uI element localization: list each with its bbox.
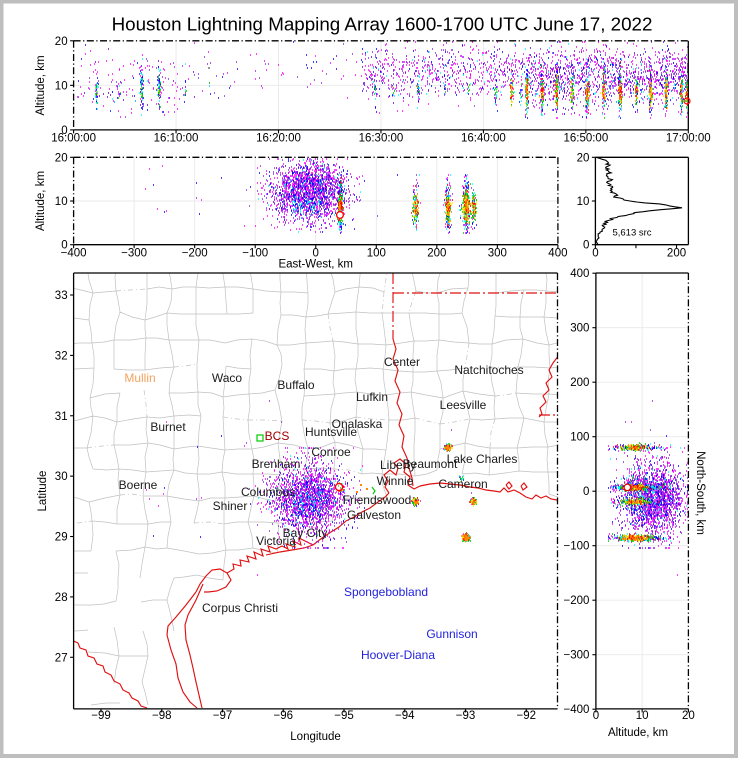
svg-text:East-West, km: East-West, km	[278, 259, 353, 271]
svg-text:16:00:00: 16:00:00	[51, 133, 96, 145]
svg-text:30: 30	[55, 471, 68, 483]
svg-text:Longitude: Longitude	[290, 731, 341, 743]
svg-text:33: 33	[55, 290, 68, 302]
svg-text:Friendswood: Friendswood	[343, 493, 412, 507]
svg-text:Altitude, km: Altitude, km	[35, 171, 47, 231]
svg-text:0: 0	[583, 486, 589, 498]
svg-text:−99: −99	[91, 710, 111, 722]
svg-text:Burnet: Burnet	[150, 420, 186, 434]
svg-text:Huntsville: Huntsville	[305, 425, 357, 439]
svg-text:16:10:00: 16:10:00	[154, 133, 199, 145]
svg-text:−300: −300	[563, 650, 589, 662]
svg-text:20: 20	[682, 710, 695, 722]
svg-text:−400: −400	[61, 248, 87, 260]
svg-text:0: 0	[592, 248, 598, 260]
svg-text:16:30:00: 16:30:00	[359, 133, 404, 145]
svg-text:−97: −97	[213, 710, 233, 722]
svg-text:−400: −400	[563, 704, 589, 716]
svg-text:Lufkin: Lufkin	[356, 390, 388, 404]
svg-text:Beaumont: Beaumont	[403, 457, 458, 471]
svg-text:0: 0	[61, 240, 67, 252]
svg-text:−92: −92	[516, 710, 536, 722]
svg-text:10: 10	[577, 196, 590, 208]
svg-text:16:50:00: 16:50:00	[563, 133, 608, 145]
svg-text:200: 200	[667, 248, 686, 260]
svg-text:Spongebobland: Spongebobland	[344, 585, 428, 599]
svg-text:28: 28	[55, 592, 68, 604]
svg-text:Altitude, km: Altitude, km	[35, 55, 47, 115]
svg-text:−200: −200	[563, 595, 589, 607]
svg-text:−200: −200	[182, 248, 208, 260]
svg-text:Houston Lightning Mapping Arra: Houston Lightning Mapping Array 1600-170…	[112, 14, 653, 35]
svg-text:Onalaska: Onalaska	[332, 417, 383, 431]
svg-text:Leesville: Leesville	[440, 398, 487, 412]
svg-text:Lake Charles: Lake Charles	[447, 452, 518, 466]
svg-text:0: 0	[593, 710, 599, 722]
svg-text:16:20:00: 16:20:00	[256, 133, 301, 145]
svg-text:100: 100	[367, 248, 386, 260]
svg-text:10: 10	[55, 196, 68, 208]
svg-text:20: 20	[55, 36, 68, 48]
svg-text:−100: −100	[242, 248, 268, 260]
svg-text:300: 300	[488, 248, 507, 260]
svg-text:200: 200	[570, 377, 589, 389]
svg-text:20: 20	[55, 152, 68, 164]
svg-text:400: 400	[570, 268, 589, 280]
svg-text:Mullin: Mullin	[124, 371, 155, 385]
svg-text:31: 31	[55, 411, 68, 423]
svg-text:Columbus: Columbus	[241, 485, 295, 499]
svg-text:−100: −100	[563, 541, 589, 553]
svg-text:Natchitoches: Natchitoches	[454, 363, 523, 377]
svg-text:Hoover-Diana: Hoover-Diana	[361, 648, 435, 662]
svg-text:−98: −98	[152, 710, 172, 722]
svg-text:20: 20	[577, 152, 590, 164]
svg-text:BCS: BCS	[265, 429, 290, 443]
svg-text:Galveston: Galveston	[347, 508, 401, 522]
svg-text:200: 200	[427, 248, 446, 260]
svg-text:17:00:00: 17:00:00	[666, 133, 711, 145]
svg-text:Conroe: Conroe	[311, 445, 351, 459]
svg-text:Latitude: Latitude	[37, 471, 49, 512]
svg-text:Shiner: Shiner	[213, 499, 248, 513]
svg-text:Winnie: Winnie	[377, 474, 414, 488]
svg-text:16:40:00: 16:40:00	[461, 133, 506, 145]
svg-text:300: 300	[570, 323, 589, 335]
svg-text:−96: −96	[273, 710, 293, 722]
svg-text:Gunnison: Gunnison	[426, 627, 477, 641]
svg-text:10: 10	[636, 710, 649, 722]
svg-text:−94: −94	[395, 710, 415, 722]
svg-text:Corpus Christi: Corpus Christi	[202, 601, 278, 615]
svg-text:0: 0	[313, 248, 319, 260]
svg-text:−300: −300	[121, 248, 147, 260]
svg-text:Boerne: Boerne	[119, 478, 158, 492]
svg-text:Brenham: Brenham	[252, 457, 301, 471]
svg-text:100: 100	[570, 432, 589, 444]
svg-text:0: 0	[583, 240, 589, 252]
svg-text:29: 29	[55, 532, 68, 544]
svg-text:0: 0	[61, 125, 67, 137]
svg-text:10: 10	[55, 80, 68, 92]
svg-text:−95: −95	[334, 710, 354, 722]
svg-text:Bay City: Bay City	[283, 526, 328, 540]
svg-text:North-South, km: North-South, km	[694, 451, 706, 535]
svg-text:400: 400	[548, 248, 567, 260]
svg-text:Victoria: Victoria	[256, 534, 296, 548]
svg-text:32: 32	[55, 350, 68, 362]
svg-text:5,613 src: 5,613 src	[612, 228, 651, 239]
svg-text:−93: −93	[456, 710, 476, 722]
svg-text:27: 27	[55, 652, 68, 664]
svg-text:Liberty: Liberty	[380, 458, 416, 472]
svg-text:Center: Center	[384, 355, 420, 369]
svg-text:Waco: Waco	[212, 371, 243, 385]
svg-text:Altitude, km: Altitude, km	[608, 727, 668, 739]
svg-text:Buffalo: Buffalo	[277, 378, 314, 392]
svg-text:Cameron: Cameron	[438, 477, 487, 491]
